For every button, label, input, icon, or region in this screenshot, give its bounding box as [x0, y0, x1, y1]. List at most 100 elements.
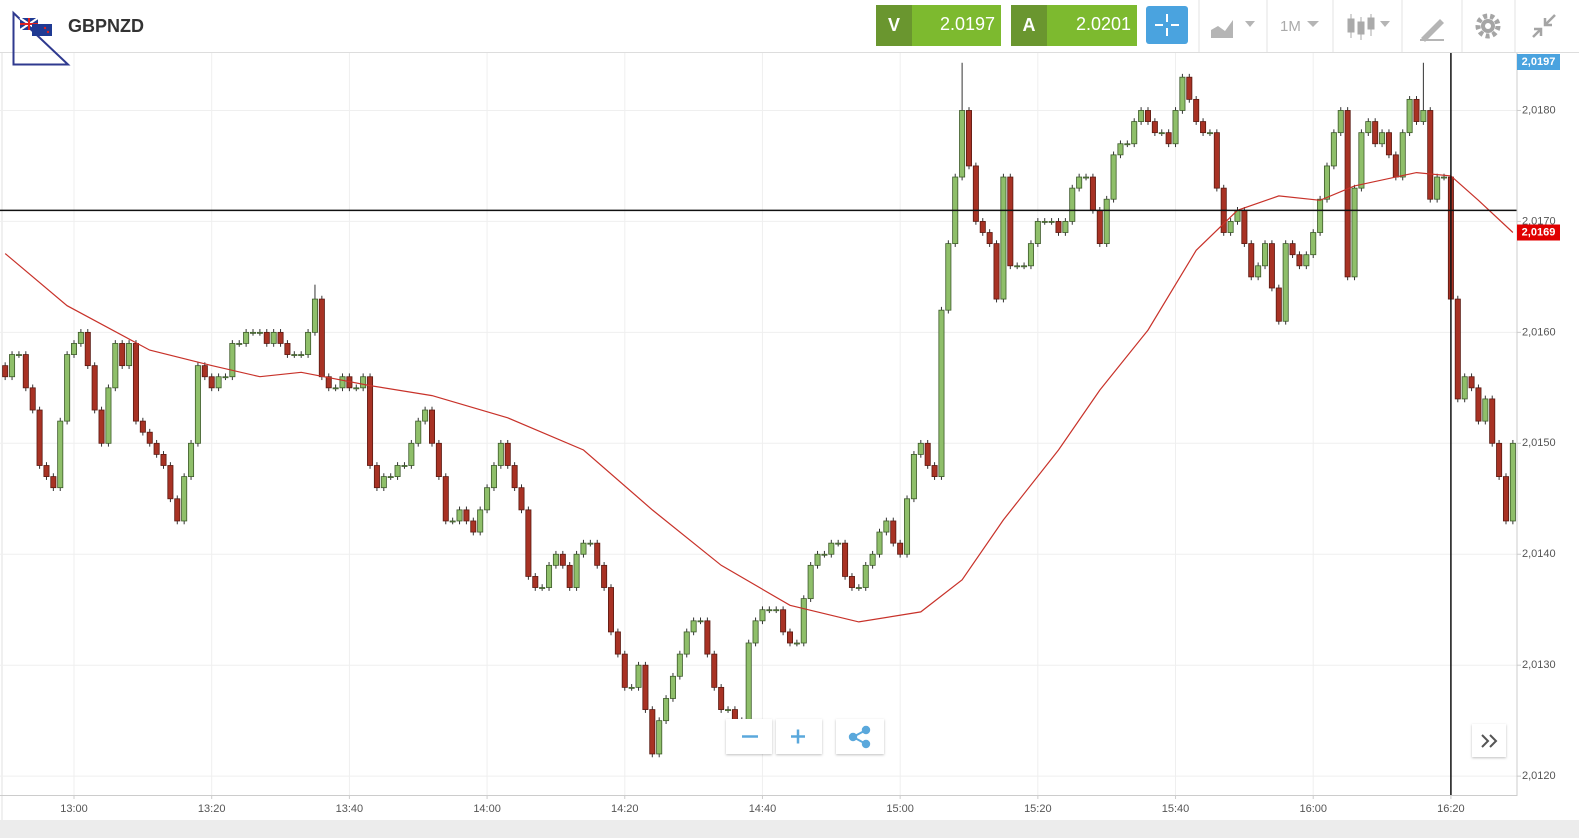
candle-body — [119, 343, 126, 367]
candle-body — [360, 376, 367, 389]
candle-body — [36, 409, 43, 466]
candle-body — [1310, 232, 1317, 256]
candle-body — [1406, 98, 1413, 134]
x-tick-label: 13:40 — [336, 803, 364, 815]
candle-body — [876, 531, 883, 555]
buy-button[interactable]: A 2.0201 — [1011, 5, 1137, 46]
y-tick-label: 2,0130 — [1522, 659, 1556, 671]
candle-body — [1096, 209, 1103, 245]
candle-body — [1268, 243, 1275, 289]
candle-body — [607, 587, 614, 633]
x-tick-label: 14:00 — [473, 803, 501, 815]
toolbar-dividers — [1198, 0, 1516, 52]
candle-type-button[interactable] — [1347, 14, 1390, 40]
candle-body — [1007, 176, 1014, 267]
candle-body — [484, 487, 491, 511]
candle-body — [105, 387, 112, 444]
candle-body — [807, 564, 814, 600]
candle-body — [1186, 76, 1193, 100]
candle-body — [263, 331, 270, 344]
settings-button[interactable] — [1475, 13, 1501, 39]
candle-body — [1076, 176, 1083, 189]
price-badge-label: 2,0197 — [1522, 56, 1556, 68]
moving-average — [4, 171, 1514, 623]
candle-body — [1144, 110, 1151, 122]
crosshair-button[interactable] — [1146, 6, 1188, 44]
candle-body — [442, 476, 449, 522]
candle-body — [580, 542, 587, 555]
candle-body — [1034, 221, 1041, 245]
candle-body — [387, 476, 394, 478]
y-tick-label: 2,0170 — [1522, 215, 1556, 227]
x-tick-label: 15:20 — [1024, 803, 1052, 815]
candle-body — [1289, 243, 1296, 256]
candle-body — [504, 442, 511, 466]
candle-body — [181, 476, 188, 522]
candle-body — [291, 354, 298, 356]
buy-price-box[interactable] — [1047, 5, 1137, 46]
candle-body — [463, 509, 470, 522]
candle-body — [1027, 243, 1034, 267]
candle-body — [98, 409, 105, 444]
share-button[interactable] — [836, 719, 884, 754]
timeframe-button[interactable]: 1M — [1280, 18, 1319, 35]
timeframe[interactable]: 1M — [1280, 18, 1301, 35]
candle-body — [511, 465, 518, 489]
x-tick-label: 13:00 — [60, 803, 88, 815]
candle-body — [1179, 76, 1186, 111]
candle-body — [869, 553, 876, 566]
candle-body — [766, 609, 773, 612]
candle-body — [1344, 110, 1351, 278]
candle-body — [1420, 110, 1427, 122]
candle-body — [1323, 165, 1330, 200]
candle-body — [311, 298, 318, 333]
candle-body — [711, 653, 718, 688]
candle-body — [752, 620, 759, 644]
candle-body — [1303, 254, 1310, 267]
candle-body — [676, 653, 683, 677]
sell-label[interactable]: V — [888, 15, 900, 35]
candle-body — [456, 509, 463, 522]
zoom-controls[interactable] — [726, 719, 884, 754]
buy-label[interactable]: A — [1023, 15, 1036, 35]
zoom-in-icon[interactable] — [791, 729, 805, 744]
candle-body — [566, 564, 573, 588]
price-badge — [1517, 54, 1560, 70]
candle-body — [277, 331, 284, 344]
candle-body — [848, 576, 855, 588]
candle-body — [924, 442, 931, 466]
buy-label-box[interactable] — [1011, 5, 1047, 46]
draw-tool-button[interactable] — [1420, 19, 1444, 42]
candle-body — [1131, 121, 1138, 145]
candle-body — [793, 642, 800, 645]
candle-body — [649, 709, 656, 755]
candle-body — [1296, 254, 1303, 267]
candle-body — [167, 465, 174, 500]
candle-body — [855, 587, 862, 589]
scroll-right-button[interactable] — [1472, 724, 1506, 757]
sell-price[interactable]: 2.0197 — [940, 14, 995, 34]
candle-body — [1124, 143, 1131, 146]
candle-body — [642, 664, 649, 710]
candle-body — [77, 331, 84, 344]
candle-body — [993, 243, 1000, 300]
candle-body — [986, 232, 993, 245]
candle-body — [367, 376, 374, 466]
candle-body — [1041, 221, 1048, 223]
candle-body — [559, 553, 566, 566]
sell-price-box[interactable] — [912, 5, 1001, 46]
candle-body — [1454, 298, 1461, 400]
chart-type-button[interactable] — [1211, 20, 1255, 38]
sell-label-box[interactable] — [876, 5, 912, 46]
candle-body — [917, 442, 924, 455]
share-icon[interactable] — [848, 725, 871, 749]
candle-body — [1509, 442, 1516, 522]
x-tick-label: 14:20 — [611, 803, 639, 815]
sell-button[interactable]: V 2.0197 — [876, 5, 1001, 46]
candle-body — [525, 509, 532, 577]
collapse-button[interactable] — [1532, 14, 1556, 38]
buy-price[interactable]: 2.0201 — [1076, 14, 1131, 34]
price-badge — [1517, 224, 1560, 241]
candle-body — [1372, 121, 1379, 145]
axes: 2,01202,01302,01402,01502,01602,01702,01… — [60, 54, 1560, 815]
